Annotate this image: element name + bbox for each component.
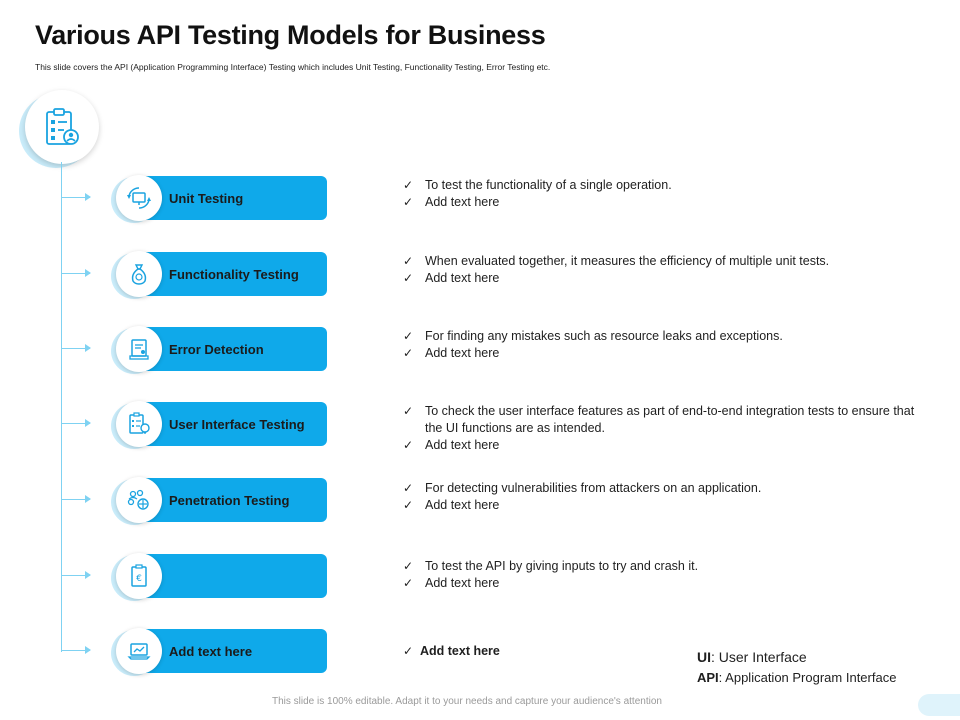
pill-label: Unit Testing [169,190,244,206]
row-description: ✓ For finding any mistakes such as resour… [403,328,923,362]
check-icon: ✓ [403,559,414,573]
check-icon: ✓ [403,404,414,418]
bullet-item: ✓ To test the API by giving inputs to try… [403,559,699,573]
label-pill: User Interface Testing [135,402,327,446]
row-fuzz-testing: € ✓ To test the API by giving inputs to t… [0,553,960,601]
row-unit-testing: Unit Testing ✓ To test the functionality … [0,175,960,223]
bullet-item: ✓ For detecting vulnerabilities from atta… [403,481,762,495]
icon-circle [116,251,162,297]
pill-label: User Interface Testing [169,416,305,432]
row-add-text: Add text here ✓ Add text here [0,628,960,676]
slide-subtitle: This slide covers the API (Application P… [35,62,551,72]
row-description: ✓ When evaluated together, it measures th… [403,253,923,287]
connector-arrow [62,197,90,198]
pill-label: Penetration Testing [169,492,290,508]
arrow-head [85,344,91,352]
icon-circle: € [116,553,162,599]
bullet-item: ✓ Add text here [403,576,500,590]
clipboard-bulb-icon [129,412,150,434]
check-icon: ✓ [403,195,414,209]
check-icon: ✓ [403,644,414,658]
bullet-item: ✓ For finding any mistakes such as resour… [403,329,783,343]
row-error-detection: Error Detection ✓ For finding any mistake… [0,326,960,374]
clipboard-euro-icon: € [131,564,147,587]
timeline-connector [61,162,62,652]
connector-arrow [62,499,90,500]
abbreviation-definition: : Application Program Interface [718,670,897,685]
bullet-item: ✓ Add text here [403,195,500,209]
abbreviation-term: API [697,670,719,685]
label-pill: Unit Testing [135,176,327,220]
check-icon: ✓ [403,271,414,285]
slide-title: Various API Testing Models for Business [35,20,546,50]
arrow-head [85,495,91,503]
bullet-item: ✓ Add text here [403,644,500,658]
corner-decoration [918,694,960,716]
icon-circle [116,175,162,221]
check-icon: ✓ [403,346,414,360]
label-pill: Error Detection [135,327,327,371]
check-icon: ✓ [403,329,414,343]
label-pill: Add text here [135,629,327,673]
check-icon: ✓ [403,576,414,590]
connector-arrow [62,348,90,349]
row-description: ✓ To check the user interface features as… [403,403,923,454]
connector-arrow [62,273,90,274]
check-icon: ✓ [403,178,414,192]
pill-label: Add text here [169,643,253,659]
check-icon: ✓ [403,438,414,452]
svg-text:€: € [136,574,142,584]
sync-monitor-icon [127,187,151,209]
pill-label: Functionality Testing [169,266,299,282]
abbreviation-api: API: Application Program Interface [697,670,896,685]
label-pill [135,554,327,598]
icon-circle [116,326,162,372]
abbreviation-term: UI [697,649,711,665]
row-penetration-testing: Penetration Testing ✓ For detecting vulne… [0,477,960,525]
label-pill: Penetration Testing [135,478,327,522]
bullet-item: ✓ To test the functionality of a single o… [403,178,672,192]
bullet-item: ✓ Add text here [403,346,500,360]
row-description: ✓ To test the API by giving inputs to try… [403,558,923,592]
abbreviation-ui: UI: User Interface [697,649,807,665]
bullet-item: ✓ Add text here [403,271,500,285]
pill-label: Error Detection [169,341,264,357]
label-pill: Functionality Testing [135,252,327,296]
team-target-icon [127,489,149,510]
arrow-head [85,269,91,277]
slide-footer: This slide is 100% editable. Adapt it to… [272,696,662,707]
connector-arrow [62,650,90,651]
row-description: ✓ To test the functionality of a single o… [403,177,923,211]
row-description: ✓ For detecting vulnerabilities from atta… [403,480,923,514]
top-icon-badge [19,90,103,168]
arrow-head [85,419,91,427]
arrow-head [85,646,91,654]
connector-arrow [62,423,90,424]
money-bag-icon [131,264,147,285]
bullet-item: ✓ Add text here [403,438,500,452]
arrow-head [85,193,91,201]
icon-circle [116,401,162,447]
bullet-item: ✓ To check the user interface features as… [403,404,915,435]
bullet-item: ✓ When evaluated together, it measures th… [403,254,830,268]
check-icon: ✓ [403,254,414,268]
check-icon: ✓ [403,498,414,512]
icon-circle [116,477,162,523]
connector-arrow [62,575,90,576]
certificate-icon [129,339,149,360]
abbreviation-definition: : User Interface [711,649,807,665]
laptop-chart-icon [127,643,151,660]
row-functionality-testing: Functionality Testing ✓ When evaluated to… [0,251,960,299]
top-icon-circle [25,90,99,164]
check-icon: ✓ [403,481,414,495]
row-user-interface-testing: User Interface Testing ✓ To check the use… [0,401,960,452]
clipboard-user-icon [46,108,79,145]
bullet-item: ✓ Add text here [403,498,500,512]
arrow-head [85,571,91,579]
icon-circle [116,628,162,674]
row-description: ✓ Add text here [403,643,923,660]
